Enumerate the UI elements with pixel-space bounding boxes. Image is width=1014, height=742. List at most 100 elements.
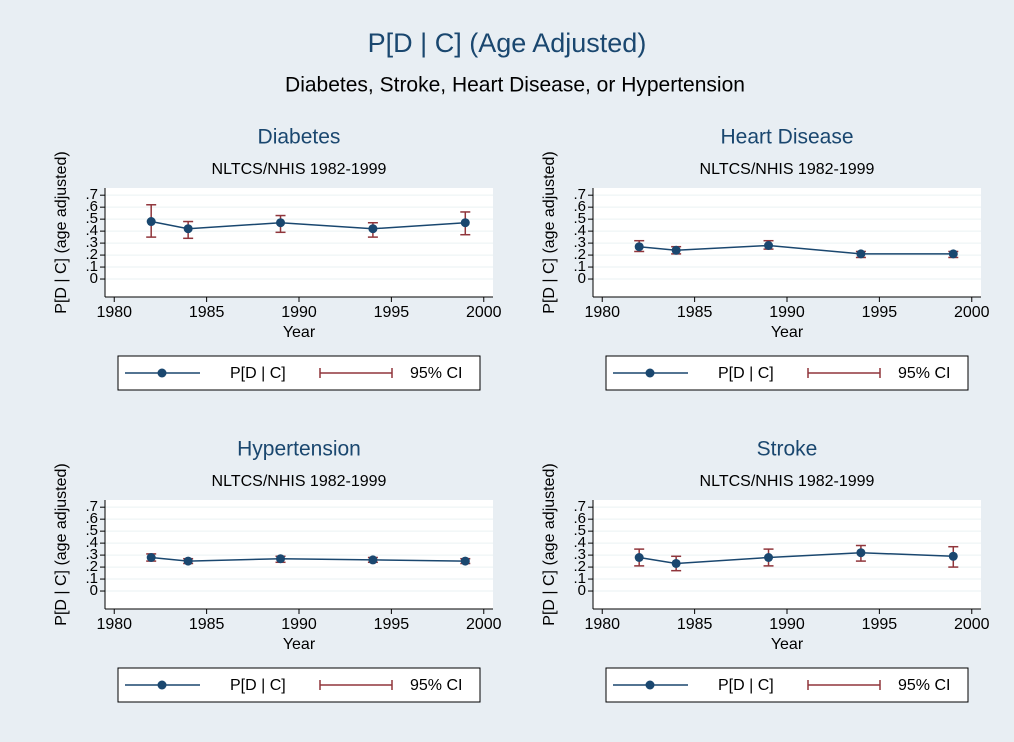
point (856, 548, 866, 558)
x-tick-label: 1995 (862, 304, 898, 321)
point (183, 556, 193, 566)
plot-area (105, 500, 493, 609)
point (634, 242, 644, 252)
legend-marker (645, 368, 655, 378)
y-tick-label: .4 (573, 222, 586, 239)
y-axis-label: P[D | C] (age adjusted) (541, 151, 558, 313)
panel-subtitle: NLTCS/NHIS 1982-1999 (212, 473, 387, 490)
y-tick-label: .2 (85, 246, 98, 263)
legend-marker (157, 680, 167, 690)
y-tick-label: .2 (573, 558, 586, 575)
y-tick-label: .1 (85, 570, 98, 587)
y-tick-label: .7 (85, 186, 98, 203)
panel-title: Hypertension (237, 438, 361, 461)
y-tick-label: .4 (85, 534, 98, 551)
panel: Stroke NLTCS/NHIS 1982-1999 0.1.2.3.4.5.6.… (541, 438, 990, 703)
y-tick-label: 0 (90, 582, 98, 599)
point (671, 558, 681, 568)
y-tick-label: .6 (573, 198, 586, 215)
legend-label: P[D | C] (718, 365, 774, 382)
y-tick-label: .2 (573, 246, 586, 263)
plot-area (105, 188, 493, 297)
legend-marker (645, 680, 655, 690)
x-tick-label: 1990 (769, 616, 805, 633)
point (671, 245, 681, 255)
x-axis-label: Year (283, 324, 316, 341)
y-tick-label: .7 (573, 498, 586, 515)
y-tick-label: .7 (573, 186, 586, 203)
point (764, 240, 774, 250)
panel: Heart Disease NLTCS/NHIS 1982-1999 0.1.2.3… (541, 126, 990, 391)
y-tick-label: .2 (85, 558, 98, 575)
x-tick-label: 1985 (189, 616, 225, 633)
plot-area (593, 188, 981, 297)
legend-label: 95% CI (410, 365, 462, 382)
y-tick-label: .3 (573, 546, 586, 563)
x-axis-label: Year (283, 636, 316, 653)
y-tick-label: .5 (573, 210, 586, 227)
point (460, 556, 470, 566)
x-tick-label: 1980 (96, 304, 132, 321)
x-tick-label: 1980 (584, 304, 620, 321)
panel-title: Diabetes (258, 126, 341, 149)
point (948, 249, 958, 259)
point (146, 552, 156, 562)
x-tick-label: 1990 (281, 304, 317, 321)
y-tick-label: .1 (573, 258, 586, 275)
legend-label: P[D | C] (230, 365, 286, 382)
x-tick-label: 1990 (281, 616, 317, 633)
panel-title: Stroke (757, 438, 818, 461)
y-tick-label: .1 (85, 258, 98, 275)
x-tick-label: 2000 (466, 616, 502, 633)
figure-title: P[D | C] (Age Adjusted) (368, 28, 647, 58)
x-axis-label: Year (771, 636, 804, 653)
x-tick-label: 1985 (677, 616, 713, 633)
y-tick-label: .3 (85, 234, 98, 251)
x-tick-label: 2000 (466, 304, 502, 321)
panel: Hypertension NLTCS/NHIS 1982-1999 0.1.2.3.… (53, 438, 502, 703)
legend-label: 95% CI (410, 677, 462, 694)
y-tick-label: .6 (85, 198, 98, 215)
x-tick-label: 1995 (862, 616, 898, 633)
point (276, 554, 286, 564)
panel-subtitle: NLTCS/NHIS 1982-1999 (700, 161, 875, 178)
y-tick-label: .4 (85, 222, 98, 239)
y-tick-label: .5 (85, 522, 98, 539)
x-tick-label: 2000 (954, 616, 990, 633)
panel: Diabetes NLTCS/NHIS 1982-1999 0.1.2.3.4.5.… (53, 126, 502, 391)
legend: P[D | C] 95% CI (605, 355, 969, 391)
point (460, 218, 470, 228)
point (948, 551, 958, 561)
y-tick-label: .6 (85, 510, 98, 527)
x-tick-label: 1985 (189, 304, 225, 321)
y-axis-label: P[D | C] (age adjusted) (541, 463, 558, 625)
legend: P[D | C] 95% CI (117, 355, 481, 391)
point (764, 552, 774, 562)
legend-label: P[D | C] (718, 677, 774, 694)
y-tick-label: .1 (573, 570, 586, 587)
y-tick-label: 0 (90, 270, 98, 287)
panel-subtitle: NLTCS/NHIS 1982-1999 (212, 161, 387, 178)
y-tick-label: 0 (578, 270, 586, 287)
legend-marker (157, 368, 167, 378)
x-tick-label: 1995 (374, 616, 410, 633)
legend-label: 95% CI (898, 365, 950, 382)
y-tick-label: .7 (85, 498, 98, 515)
y-tick-label: .3 (573, 234, 586, 251)
legend-label: P[D | C] (230, 677, 286, 694)
x-tick-label: 2000 (954, 304, 990, 321)
legend: P[D | C] 95% CI (117, 667, 481, 703)
y-tick-label: .3 (85, 546, 98, 563)
legend: P[D | C] 95% CI (605, 667, 969, 703)
point (368, 555, 378, 565)
x-tick-label: 1980 (584, 616, 620, 633)
y-tick-label: 0 (578, 582, 586, 599)
point (183, 224, 193, 234)
point (146, 217, 156, 227)
x-tick-label: 1990 (769, 304, 805, 321)
point (856, 249, 866, 259)
y-tick-label: .4 (573, 534, 586, 551)
y-tick-label: .6 (573, 510, 586, 527)
y-axis-label: P[D | C] (age adjusted) (53, 463, 70, 625)
